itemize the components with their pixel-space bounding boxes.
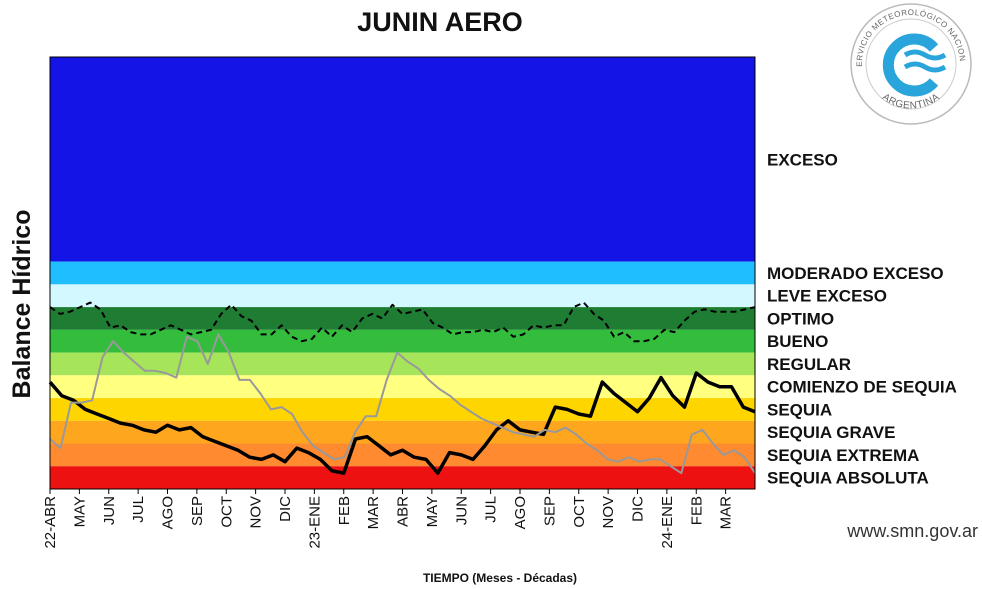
seal-c-shape (882, 33, 939, 97)
seal-wave-icon-2 (903, 61, 947, 73)
band-sequia (50, 398, 755, 421)
series-line-3 (49, 333, 756, 475)
series-line-1 (48, 371, 756, 475)
x-tick-label: FEB (688, 496, 705, 525)
band-label: SEQUIA EXTREMA (767, 446, 919, 465)
data-series (48, 301, 756, 475)
band-label: SEQUIA (767, 400, 832, 419)
band-optimo (50, 307, 755, 330)
x-tick-label: 23-ENE (306, 496, 323, 549)
band-label: COMIENZO DE SEQUIA (767, 378, 957, 397)
x-tick-label: JUN (101, 496, 118, 525)
x-tick-label: JUL (483, 496, 500, 523)
x-tick-label: SEP (541, 496, 558, 526)
y-axis-label: Balance Hídrico (8, 210, 36, 399)
x-tick-label: OCT (218, 496, 235, 528)
x-tick-label: NOV (248, 496, 265, 529)
x-tick-label: AGO (160, 496, 177, 529)
seal-inner-ring (865, 18, 957, 110)
x-tick-label: SEP (189, 496, 206, 526)
x-tick-label: MAR (365, 496, 382, 530)
band-label: MODERADO EXCESO (767, 264, 944, 283)
band-sequia-extrema (50, 443, 755, 467)
x-tick-label: ABR (395, 496, 412, 527)
band-label: LEVE EXCESO (767, 287, 887, 306)
x-tick-label: MAY (71, 496, 88, 527)
x-tick-label: MAY (424, 496, 441, 527)
band-leve-exceso (50, 284, 755, 308)
band-label: EXCESO (767, 150, 838, 169)
seal-wave-icon (903, 49, 947, 61)
band-label: OPTIMO (767, 309, 834, 328)
x-tick-label: 24-ENE (659, 496, 676, 549)
band-labels: EXCESO MODERADO EXCESO LEVE EXCESO OPTIMO BU… (767, 150, 957, 487)
series-line-2 (49, 301, 756, 343)
x-tick-label: MAR (718, 496, 735, 530)
band-sequia-absoluta (50, 466, 755, 489)
x-tick-label: NOV (600, 496, 617, 529)
x-tick-label: DIC (630, 496, 647, 522)
x-tick-label: JUL (130, 496, 147, 523)
x-tick-label: OCT (571, 496, 588, 528)
x-tick-label: DIC (277, 496, 294, 522)
band-comienzo-de-sequia (50, 375, 755, 399)
band-exceso (50, 57, 755, 262)
band-label: REGULAR (767, 355, 851, 374)
band-label: BUENO (767, 332, 828, 351)
band-label: SEQUIA GRAVE (767, 423, 895, 442)
x-tick-label: JUN (453, 496, 470, 525)
band-moderado-exceso (50, 261, 755, 285)
x-axis-label: TIEMPO (Meses - Décadas) (423, 571, 577, 585)
band-regular (50, 352, 755, 376)
x-tick-label: 22-ABR (42, 496, 59, 549)
x-axis-ticks: 22-ABR MAY JUN JUL AGO SEP OCT NOV DIC 23-ENE FEB M… (42, 489, 735, 549)
band-label: SEQUIA ABSOLUTA (767, 469, 929, 488)
x-tick-label: FEB (336, 496, 353, 525)
chart-title: JUNIN AERO (357, 7, 523, 37)
band-bueno (50, 329, 755, 353)
website-url: www.smn.gov.ar (846, 521, 978, 541)
x-tick-label: AGO (512, 496, 529, 529)
band-rects (50, 57, 755, 489)
